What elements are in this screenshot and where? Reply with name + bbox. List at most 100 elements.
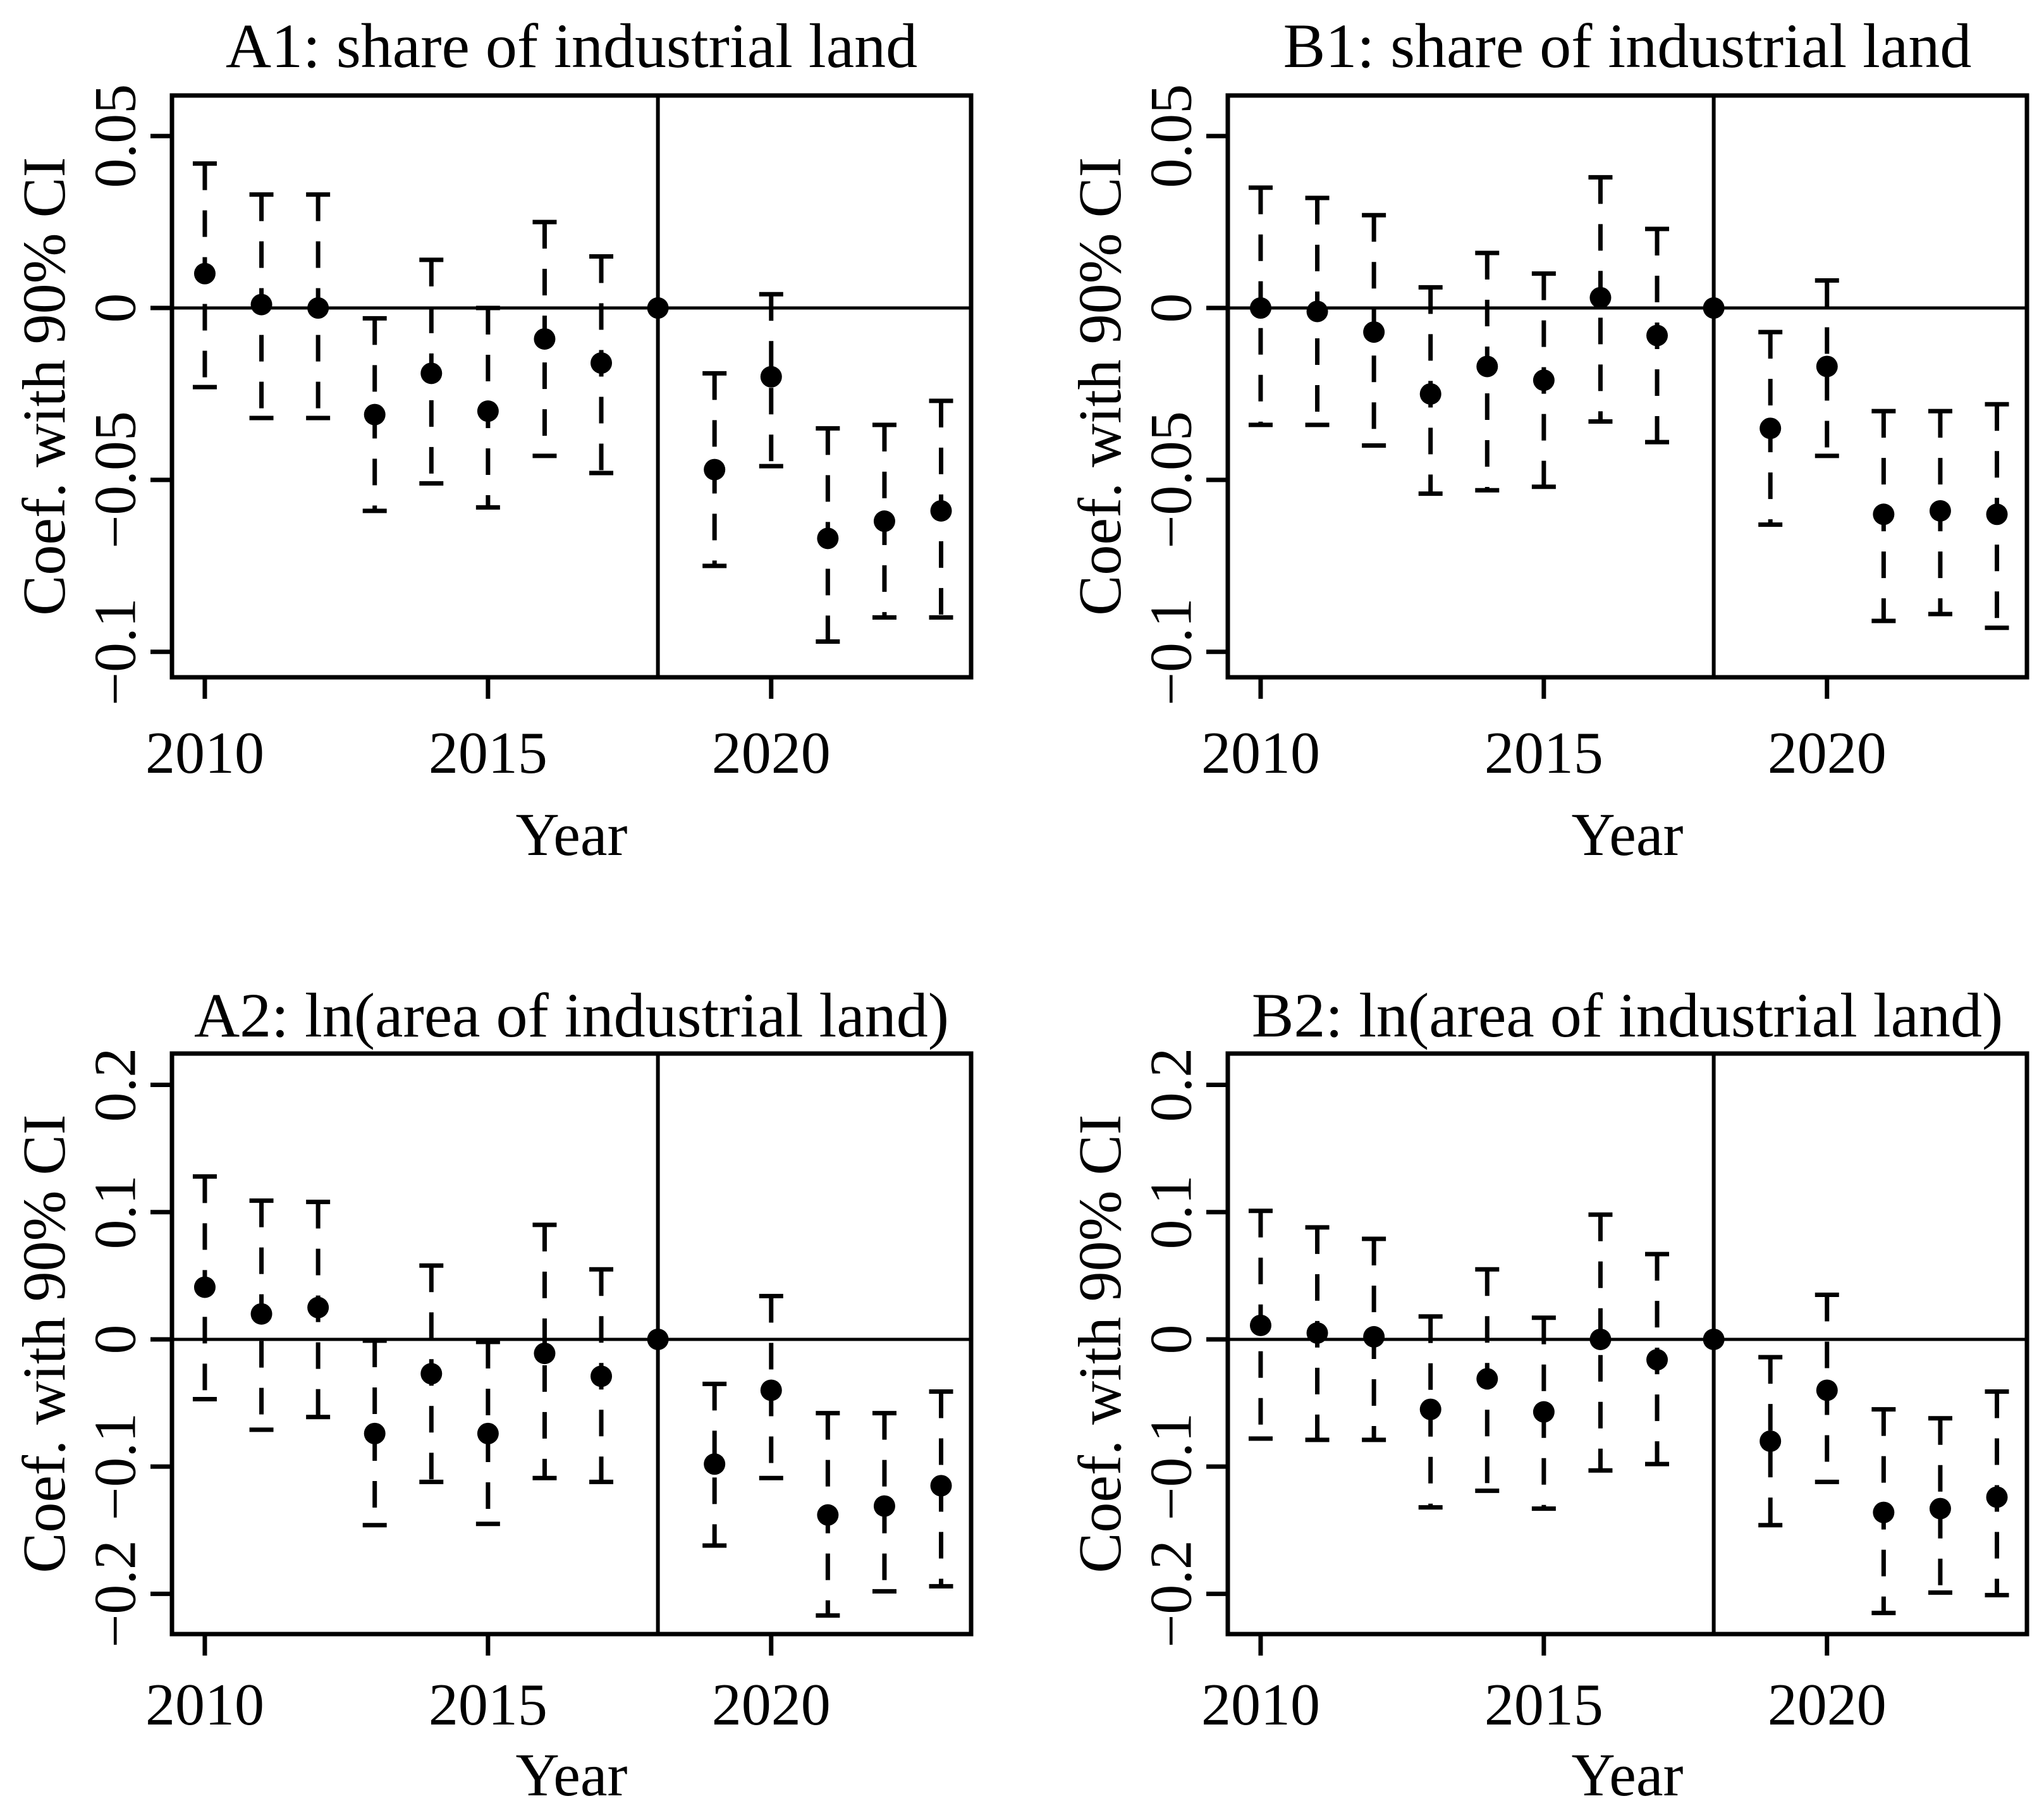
coef-point (591, 352, 613, 374)
coef-point-reference (647, 297, 669, 319)
x-axis-title: Year (516, 801, 628, 868)
coef-point (1476, 1368, 1498, 1390)
coef-point (1759, 1430, 1782, 1452)
coef-point (1986, 503, 2008, 526)
coef-point (930, 1475, 952, 1497)
panel-title: B1: share of industrial land (1283, 11, 1972, 81)
panel-B2: 0.2 0.1 0 −0.1 −0.2 2010 2015 2020 Coef. with 90… (1022, 910, 2044, 1820)
plot-box (169, 1051, 974, 1637)
coef-point (873, 510, 895, 532)
y-axis-title: Coef. with 90% CI (1066, 157, 1134, 615)
x-axis-title: Year (516, 1741, 628, 1809)
coef-point (1589, 1328, 1612, 1350)
coef-point (1646, 1349, 1668, 1371)
coef-point (193, 1276, 216, 1298)
y-tick-label: 0.2 (1139, 1048, 1204, 1122)
plot-box (1225, 1051, 2029, 1637)
y-tick-label: 0 (1139, 1324, 1204, 1354)
coef-point (364, 403, 386, 426)
coef-point (1306, 1322, 1328, 1344)
coef-point (420, 1363, 443, 1385)
y-axis-title: Coef. with 90% CI (10, 1114, 78, 1573)
coef-point-reference (1703, 1328, 1725, 1350)
coef-point (1929, 500, 1951, 522)
coef-point (193, 262, 216, 285)
y-tick-label: −0.1 (1139, 1413, 1204, 1521)
x-tick-label: 2015 (429, 720, 548, 786)
x-tick-label: 2020 (712, 1672, 831, 1738)
coef-point (534, 328, 556, 350)
coef-point (1363, 1325, 1385, 1348)
panel-title: A2: ln(area of industrial land) (194, 980, 949, 1050)
coef-point (1476, 355, 1498, 378)
coef-point (1419, 1398, 1441, 1420)
coef-point (477, 400, 499, 422)
coef-point-reference (647, 1328, 669, 1350)
chart-B2: 0.2 0.1 0 −0.1 −0.2 2010 2015 2020 Coef. with 90… (1066, 980, 2029, 1809)
chart-A2: 0.2 0.1 0 −0.1 −0.2 2010 2015 2020 Coef. with 90… (10, 980, 974, 1809)
x-tick-label: 2010 (145, 1672, 264, 1738)
coef-point (307, 297, 329, 319)
chart-A1: 0.05 0 −0.05 −0.1 2010 2015 2020 Coef. with 90%… (10, 11, 974, 868)
panel-title: A1: share of industrial land (226, 11, 917, 81)
x-tick-label: 2010 (1201, 720, 1320, 786)
y-tick-label: 0.2 (83, 1048, 149, 1122)
coef-point (1929, 1497, 1951, 1520)
x-axis-title: Year (1572, 1741, 1684, 1809)
y-axis-title: Coef. with 90% CI (10, 157, 78, 615)
coef-point (1533, 1401, 1555, 1423)
coef-point (534, 1343, 556, 1365)
chart-B1: 0.05 0 −0.05 −0.1 2010 2015 2020 Coef. with 90%… (1066, 11, 2029, 868)
coef-point (1306, 300, 1328, 323)
coef-point (250, 293, 272, 316)
y-tick-label: 0.05 (83, 84, 149, 188)
coef-point (817, 527, 839, 550)
coef-point (1419, 383, 1441, 405)
y-tick-label: −0.05 (83, 411, 149, 549)
x-tick-label: 2010 (145, 720, 264, 786)
x-tick-label: 2020 (712, 720, 831, 786)
coef-point (1589, 286, 1612, 309)
x-tick-label: 2015 (1484, 1672, 1603, 1738)
coef-point (1816, 355, 1838, 378)
y-tick-label: 0.1 (1139, 1175, 1204, 1250)
coef-point (420, 362, 443, 384)
coef-point (1759, 417, 1782, 440)
coef-point (477, 1422, 499, 1444)
y-axis-title: Coef. with 90% CI (1066, 1114, 1134, 1573)
x-tick-label: 2020 (1768, 1672, 1887, 1738)
coef-point (760, 366, 782, 388)
coef-point (1873, 503, 1895, 526)
panel-A1: 0.05 0 −0.05 −0.1 2010 2015 2020 Coef. with 90%… (0, 0, 1022, 910)
x-tick-label: 2010 (1201, 1672, 1320, 1738)
coef-point (1873, 1501, 1895, 1523)
coef-point (307, 1296, 329, 1319)
coef-point (364, 1422, 386, 1444)
coef-point (704, 1453, 726, 1475)
coef-point (1986, 1486, 2008, 1508)
plot-box (1225, 93, 2029, 680)
coef-point (250, 1303, 272, 1325)
coef-point (930, 500, 952, 522)
coef-point (1533, 369, 1555, 391)
coef-point (817, 1504, 839, 1526)
y-tick-label: −0.1 (1139, 598, 1204, 706)
coef-point-reference (1703, 297, 1725, 319)
coef-point (1816, 1379, 1838, 1401)
y-tick-label: −0.2 (1139, 1540, 1204, 1648)
y-tick-label: 0.05 (1139, 84, 1204, 188)
coef-point (591, 1365, 613, 1387)
coef-point (704, 458, 726, 481)
y-tick-label: −0.1 (83, 1413, 149, 1521)
panel-B1: 0.05 0 −0.05 −0.1 2010 2015 2020 Coef. with 90%… (1022, 0, 2044, 910)
x-tick-label: 2020 (1768, 720, 1887, 786)
y-tick-label: −0.05 (1139, 411, 1204, 549)
coef-point (760, 1379, 782, 1401)
coef-point (1646, 324, 1668, 347)
y-tick-label: 0 (83, 1324, 149, 1354)
x-tick-label: 2015 (429, 1672, 548, 1738)
panel-A2: 0.2 0.1 0 −0.1 −0.2 2010 2015 2020 Coef. with 90… (0, 910, 1022, 1820)
coef-point (1249, 297, 1271, 319)
y-tick-label: −0.2 (83, 1540, 149, 1648)
